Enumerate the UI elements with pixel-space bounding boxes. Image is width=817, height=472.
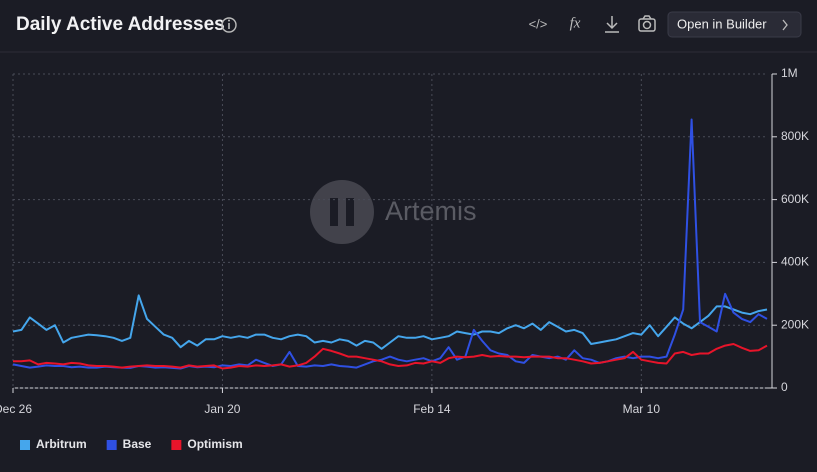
open-builder-label[interactable]: Open in Builder — [677, 16, 767, 31]
chevron — [782, 19, 788, 31]
formula-icon[interactable]: fx — [570, 15, 581, 31]
legend-swatch — [106, 440, 117, 450]
y-tick-label: 800K — [781, 129, 809, 143]
y-tick-label: 200K — [781, 317, 809, 331]
open-builder-button[interactable] — [667, 11, 802, 38]
camera-icon[interactable] — [638, 15, 656, 32]
chart-title: Daily Active Addresses — [16, 14, 225, 35]
watermark-text: Artemis — [385, 196, 477, 226]
legend-swatch — [20, 440, 30, 450]
x-tick-label: Jan 20 — [204, 402, 240, 416]
legend-label: Optimism — [187, 437, 242, 451]
y-tick-label: 400K — [781, 255, 809, 269]
x-tick-label: Feb 14 — [413, 402, 451, 416]
watermark — [310, 180, 374, 244]
y-tick-label: 600K — [781, 192, 809, 206]
x-tick-label: Mar 10 — [623, 402, 661, 416]
legend-swatch — [171, 440, 182, 450]
y-tick-label: 0 — [781, 380, 788, 394]
download-icon[interactable] — [605, 16, 619, 33]
info-icon[interactable] — [221, 17, 237, 33]
legend-label: Base — [123, 437, 152, 451]
x-tick-label: Dec 26 — [0, 402, 32, 416]
code-icon[interactable]: </> — [529, 16, 548, 31]
y-tick-label: 1M — [781, 66, 798, 80]
series-line — [13, 343, 768, 370]
series-line — [12, 294, 768, 350]
legend-label: Arbitrum — [36, 437, 87, 451]
